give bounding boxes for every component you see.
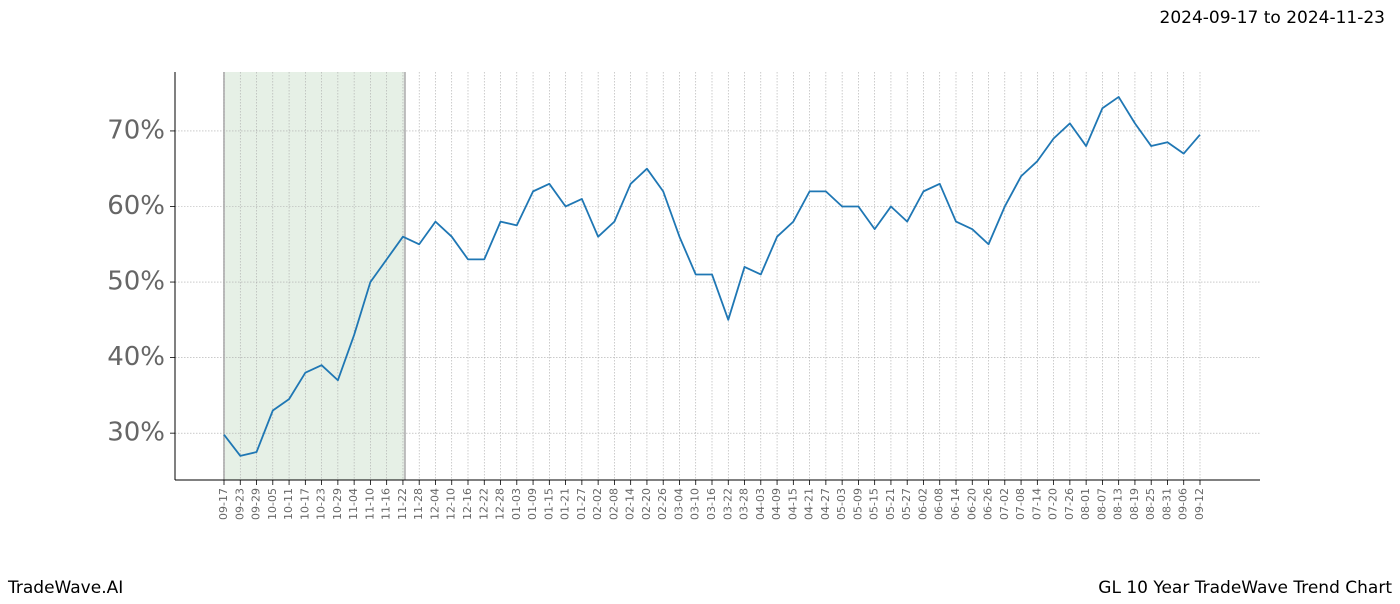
x-tick-label: 02-20 bbox=[640, 488, 653, 520]
x-tick-label: 04-15 bbox=[786, 488, 799, 520]
x-tick-label: 01-15 bbox=[542, 488, 555, 520]
x-tick-label: 08-01 bbox=[1079, 488, 1092, 520]
x-tick-label: 06-14 bbox=[949, 488, 962, 520]
x-tick-label: 03-10 bbox=[689, 488, 702, 520]
x-tick-label: 07-20 bbox=[1047, 488, 1060, 520]
x-tick-label: 02-08 bbox=[607, 488, 620, 520]
x-tick-label: 08-25 bbox=[1144, 488, 1157, 520]
x-tick-label: 05-27 bbox=[900, 488, 913, 520]
y-tick-label: 30% bbox=[107, 418, 165, 448]
x-tick-label: 04-27 bbox=[819, 488, 832, 520]
x-tick-label: 05-21 bbox=[884, 488, 897, 520]
x-tick-label: 10-17 bbox=[298, 488, 311, 520]
y-tick-label: 70% bbox=[107, 115, 165, 145]
x-tick-label: 03-16 bbox=[705, 488, 718, 520]
x-tick-label: 04-21 bbox=[803, 488, 816, 520]
x-tick-label: 07-08 bbox=[1014, 488, 1027, 520]
x-tick-label: 06-20 bbox=[965, 488, 978, 520]
x-tick-label: 09-17 bbox=[217, 488, 230, 520]
x-tick-label: 03-22 bbox=[721, 488, 734, 520]
x-tick-label: 06-26 bbox=[982, 488, 995, 520]
x-tick-label: 05-09 bbox=[851, 488, 864, 520]
x-tick-label: 09-12 bbox=[1193, 488, 1206, 520]
x-tick-label: 09-06 bbox=[1177, 488, 1190, 520]
x-tick-label: 08-31 bbox=[1160, 488, 1173, 520]
x-tick-label: 01-03 bbox=[510, 488, 523, 520]
x-tick-label: 02-02 bbox=[591, 488, 604, 520]
x-tick-label: 08-19 bbox=[1128, 488, 1141, 520]
x-tick-label: 10-05 bbox=[266, 488, 279, 520]
x-tick-label: 12-22 bbox=[477, 488, 490, 520]
x-tick-label: 06-08 bbox=[933, 488, 946, 520]
x-tick-label: 01-21 bbox=[559, 488, 572, 520]
x-tick-label: 08-13 bbox=[1112, 488, 1125, 520]
x-tick-label: 03-04 bbox=[672, 488, 685, 520]
x-tick-label: 01-27 bbox=[575, 488, 588, 520]
x-tick-label: 06-02 bbox=[916, 488, 929, 520]
x-tick-label: 12-04 bbox=[428, 488, 441, 520]
x-tick-label: 05-03 bbox=[835, 488, 848, 520]
x-tick-label: 11-16 bbox=[380, 488, 393, 520]
x-tick-label: 12-16 bbox=[461, 488, 474, 520]
x-tick-label: 11-28 bbox=[412, 488, 425, 520]
x-tick-label: 09-23 bbox=[233, 488, 246, 520]
highlight-region bbox=[224, 72, 405, 480]
x-tick-label: 04-03 bbox=[754, 488, 767, 520]
x-tick-label: 03-28 bbox=[738, 488, 751, 520]
x-tick-label: 12-10 bbox=[445, 488, 458, 520]
x-tick-label: 12-28 bbox=[494, 488, 507, 520]
x-tick-label: 09-29 bbox=[250, 488, 263, 520]
x-tick-label: 07-26 bbox=[1063, 488, 1076, 520]
brand: TradeWave.AI bbox=[7, 578, 123, 598]
x-tick-label: 08-07 bbox=[1095, 488, 1108, 520]
x-tick-label: 07-02 bbox=[998, 488, 1011, 520]
x-tick-label: 05-15 bbox=[868, 488, 881, 520]
x-tick-label: 11-04 bbox=[347, 488, 360, 520]
x-tick-label: 11-10 bbox=[363, 488, 376, 520]
x-tick-label: 10-23 bbox=[315, 488, 328, 520]
date-range: 2024-09-17 to 2024-11-23 bbox=[1160, 8, 1385, 28]
y-tick-label: 40% bbox=[107, 342, 165, 372]
chart-title: GL 10 Year TradeWave Trend Chart bbox=[1098, 578, 1392, 598]
x-tick-label: 11-22 bbox=[396, 488, 409, 520]
x-tick-label: 07-14 bbox=[1030, 488, 1043, 520]
x-tick-label: 10-29 bbox=[331, 488, 344, 520]
x-tick-label: 02-14 bbox=[624, 488, 637, 520]
x-tick-label: 04-09 bbox=[770, 488, 783, 520]
x-tick-label: 02-26 bbox=[656, 488, 669, 520]
y-tick-label: 50% bbox=[107, 267, 165, 297]
x-tick-label: 01-09 bbox=[526, 488, 539, 520]
trend-line bbox=[223, 96, 1201, 457]
x-tick-label: 10-11 bbox=[282, 488, 295, 520]
y-tick-label: 60% bbox=[107, 191, 165, 221]
